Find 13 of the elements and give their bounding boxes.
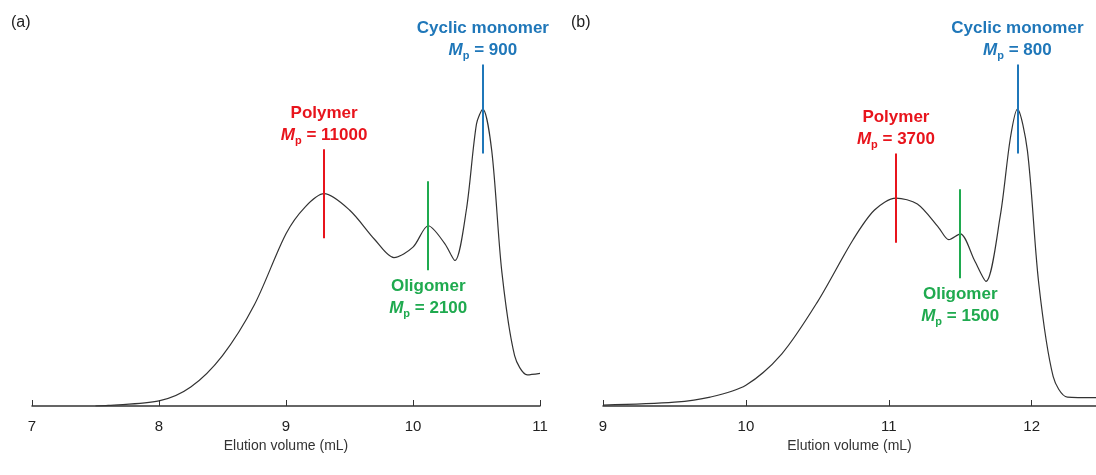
x-tick-label: 10 <box>404 417 422 434</box>
x-tick-label: 9 <box>598 417 608 434</box>
x-axis-title: Elution volume (mL) <box>787 436 912 453</box>
chart-title: (b) <box>571 12 591 30</box>
chart-title: (a) <box>11 12 31 30</box>
x-axis-title: Elution volume (mL) <box>223 436 349 453</box>
x-tick-label: 11 <box>881 417 897 434</box>
x-tick-label: 8 <box>154 417 164 434</box>
x-tick-label: 11 <box>532 417 548 434</box>
x-tick-label: 9 <box>281 417 291 434</box>
x-tick-label: 10 <box>737 417 755 434</box>
x-tick-label: 7 <box>27 417 37 434</box>
x-tick-label: 12 <box>1023 417 1041 434</box>
